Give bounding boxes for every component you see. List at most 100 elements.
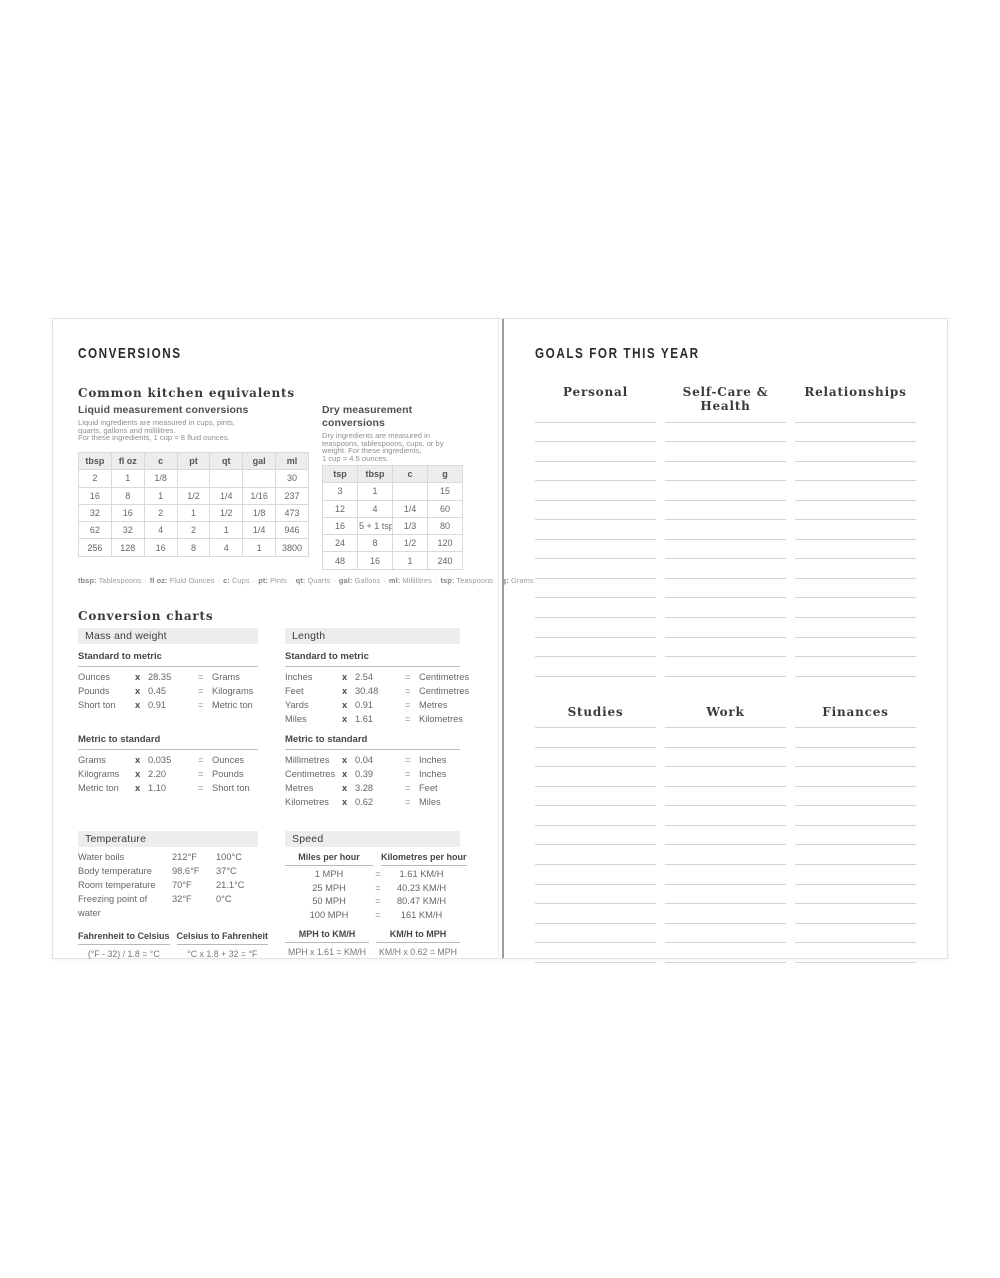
factor-value: 30.48 xyxy=(355,685,379,696)
formula-heading: Fahrenheit to Celsius xyxy=(78,931,170,945)
ruled-line xyxy=(795,845,916,866)
ruled-line xyxy=(795,618,916,638)
table-cell: 16 xyxy=(357,551,393,570)
ruled-line xyxy=(665,904,786,924)
factor-value: 0.91 xyxy=(148,699,167,710)
table-header-row: tsp tbsp c g xyxy=(322,464,463,484)
equals-symbol: = xyxy=(405,796,411,807)
table-cell: 4 xyxy=(357,499,393,518)
conversion-row: Kilometres x 0.62 = Miles xyxy=(285,795,460,809)
equals-symbol: = xyxy=(198,768,204,779)
abbreviation-legend: tbsp: Tablespoons · fl oz: Fluid Ounces · c:… xyxy=(78,575,534,585)
formula-heading: Celsius to Fahrenheit xyxy=(176,931,269,945)
goal-category-headings: Personal Self-Care & Health Relationships xyxy=(535,385,920,413)
ruled-line xyxy=(535,885,656,905)
goal-category-heading: Self-Care & Health xyxy=(682,385,769,413)
kitchen-columns: Liquid measurement conversions Liquid in… xyxy=(78,404,498,570)
celsius-value: 37°C xyxy=(216,865,237,876)
conversion-row: Feet x 30.48 = Centimetres xyxy=(285,684,469,698)
ruled-line xyxy=(795,638,916,658)
ruled-line xyxy=(795,748,916,768)
planner-spread: CONVERSIONS Common kitchen equivalents L… xyxy=(52,318,948,963)
goal-column xyxy=(665,709,786,963)
conversion-row: Metric ton x 1.10 = Short ton xyxy=(78,781,258,795)
legend-abbreviation: pt: xyxy=(258,575,268,585)
legend-separator: · xyxy=(217,575,221,585)
table-cell: 4 xyxy=(143,521,178,540)
ruled-line xyxy=(535,462,656,482)
temperature-label: Freezing point of water xyxy=(78,893,148,918)
ruled-line xyxy=(665,540,786,560)
ruled-line xyxy=(535,501,656,521)
table-cell: 80 xyxy=(427,516,463,536)
multiply-symbol: x xyxy=(342,685,348,696)
ruled-line xyxy=(795,943,916,963)
ruled-line xyxy=(535,826,656,846)
unit-to: Inches xyxy=(419,754,447,765)
speed-row: 100 MPH = 161 KM/H xyxy=(285,909,460,923)
unit-from: Yards xyxy=(285,699,309,710)
conversion-group: Standard to metric Ounces x 28.35 = Grams Poun… xyxy=(78,648,258,727)
mass-and-weight-bar: Mass and weight xyxy=(78,627,258,644)
temperature-label: Body temperature xyxy=(78,865,152,876)
conversion-row: Miles x 1.61 = Kilometres xyxy=(285,712,463,726)
conversions-page: CONVERSIONS Common kitchen equivalents L… xyxy=(53,319,534,959)
description-line: weight. For these ingredients, xyxy=(322,446,422,456)
factor-value: 0.04 xyxy=(355,754,374,765)
conversion-row: Inches x 2.54 = Centimetres xyxy=(285,670,469,684)
ruled-line xyxy=(795,865,916,885)
table-cell: 3800 xyxy=(275,538,309,557)
factor-value: 0.035 xyxy=(148,754,172,765)
conversion-row: Pounds x 0.45 = Kilograms xyxy=(78,684,258,698)
ruled-line xyxy=(535,904,656,924)
unit-to: Short ton xyxy=(212,782,250,793)
liquid-measurement-table: tbsp fl oz c pt qt gal ml 2 1 1/8 30 16 8 1 1/2 1/4 1/16… xyxy=(78,451,309,557)
column-header: qt xyxy=(209,451,244,471)
ruled-line xyxy=(795,481,916,501)
table-cell: 1/2 xyxy=(392,534,428,553)
equals-symbol: = xyxy=(375,910,381,921)
table-row: 3 1 15 xyxy=(322,482,463,501)
ruled-line xyxy=(535,423,656,443)
legend-separator: · xyxy=(496,575,499,585)
factor-value: 3.28 xyxy=(355,782,374,793)
multiply-symbol: x xyxy=(342,754,348,765)
table-cell: 1/3 xyxy=(392,516,428,536)
table-cell: 16 xyxy=(143,538,178,557)
ruled-line xyxy=(795,462,916,482)
ruled-line xyxy=(535,520,656,540)
description-line: For these ingredients, 1 cup = 8 fluid o… xyxy=(78,433,230,443)
ruled-line xyxy=(665,520,786,540)
multiply-symbol: x xyxy=(342,796,348,807)
equals-symbol: = xyxy=(405,768,411,779)
column-header: pt xyxy=(176,451,211,471)
goal-sections: Personal Self-Care & Health Relationships S… xyxy=(535,385,920,963)
group-subheading: Standard to metric xyxy=(285,648,460,667)
ruled-line xyxy=(795,767,916,787)
factor-value: 0.39 xyxy=(355,768,374,779)
goal-category-heading: Personal xyxy=(563,385,628,399)
factor-value: 0.91 xyxy=(355,699,374,710)
unit-from: Grams xyxy=(78,754,106,765)
table-cell xyxy=(209,469,244,488)
page-title: GOALS FOR THIS YEAR xyxy=(535,345,920,363)
factor-value: 2.20 xyxy=(148,768,167,779)
unit-from: Centimetres xyxy=(285,768,336,779)
ruled-line xyxy=(795,904,916,924)
column-header: gal xyxy=(242,451,277,471)
ruled-line xyxy=(665,501,786,521)
ruled-line xyxy=(665,826,786,846)
legend-abbreviation: c: xyxy=(223,575,230,585)
column-header: c xyxy=(143,451,178,471)
equals-symbol: = xyxy=(405,685,411,696)
page-title: CONVERSIONS xyxy=(78,345,498,363)
ruled-line xyxy=(665,943,786,963)
conversion-row: Kilograms x 2.20 = Pounds xyxy=(78,767,258,781)
group-subheading: Metric to standard xyxy=(78,731,258,750)
ruled-line xyxy=(665,442,786,462)
multiply-symbol: x xyxy=(135,671,141,682)
ruled-line xyxy=(535,598,656,619)
mass-groups: Standard to metric Ounces x 28.35 = Grams Poun… xyxy=(78,648,258,810)
ruled-line xyxy=(795,728,916,748)
formula-text: MPH x 1.61 = KM/H xyxy=(288,946,366,957)
